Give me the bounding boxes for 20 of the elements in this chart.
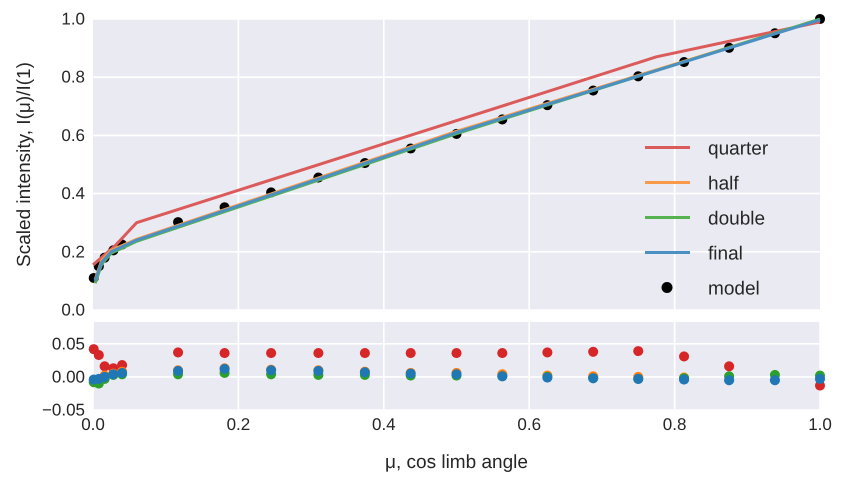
y-tick-label: 1.0 — [61, 9, 85, 28]
legend-label: final — [708, 244, 743, 264]
legend-label: model — [708, 278, 760, 300]
y-tick-label: 0.05 — [52, 334, 85, 354]
legend-label: half — [708, 174, 740, 194]
y-tick-label: 0.0 — [61, 300, 85, 320]
y-tick-label: 0.4 — [61, 184, 85, 204]
x-tick-label: 0.6 — [517, 415, 542, 434]
y-tick-label: 0.00 — [52, 367, 85, 386]
y-axis-title: Scaled intensity, I(μ)/I(1) — [14, 62, 35, 267]
x-axis-title: μ, cos limb angle — [385, 452, 528, 473]
x-tick-label: 1.0 — [808, 415, 832, 434]
legend-label: quarter — [708, 138, 769, 160]
x-tick-label: 0.2 — [226, 415, 250, 434]
y-tick-label: 0.2 — [61, 242, 85, 262]
x-tick-label: 0.4 — [372, 415, 396, 434]
legend-label: double — [708, 208, 766, 230]
y-tick-label: 0.6 — [61, 126, 85, 145]
x-tick-label: 0.8 — [662, 415, 686, 434]
y-tick-label: 0.8 — [61, 68, 85, 87]
